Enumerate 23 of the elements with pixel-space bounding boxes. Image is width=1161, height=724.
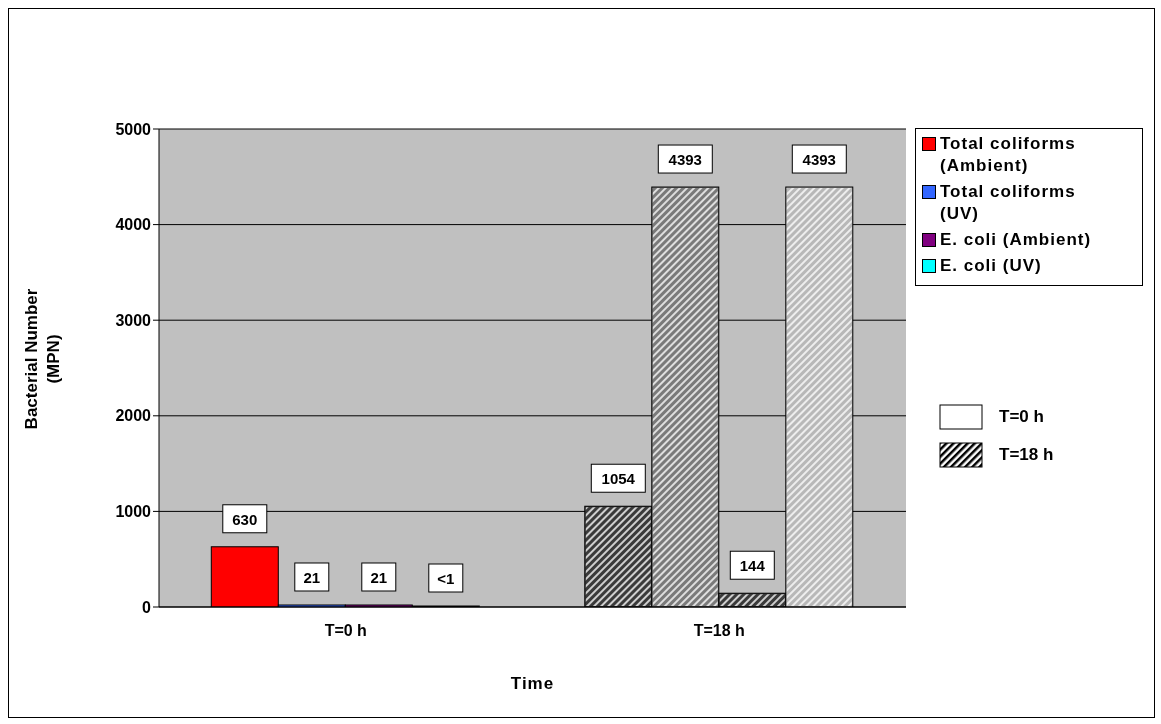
data-label: 144 <box>739 557 766 575</box>
data-label: 4393 <box>802 151 836 169</box>
data-label: 4393 <box>668 151 702 169</box>
y-tick-label: 2000 <box>115 407 152 425</box>
y-tick-label: 1000 <box>115 503 152 521</box>
y-axis-title: Bacterial Number (MPN) <box>22 288 63 430</box>
y-tick-label: 5000 <box>115 120 152 138</box>
data-label: <1 <box>437 570 455 587</box>
x-tick-label: T=0 h <box>324 622 367 640</box>
x-tick-label: T=18 h <box>693 622 745 640</box>
legend-label: Total coliforms (UV) <box>940 181 1077 225</box>
y-tick-label: 4000 <box>115 216 152 234</box>
y-tick-label: 0 <box>142 598 152 616</box>
legend-label: E. coli (UV) <box>940 255 1043 277</box>
pattern-key: T=0 h T=18 h <box>939 404 1054 480</box>
data-label: 21 <box>370 568 388 586</box>
y-tick-label: 3000 <box>115 311 152 329</box>
legend-label: Total coliforms (Ambient) <box>940 133 1077 177</box>
data-label: 21 <box>303 568 321 586</box>
data-label: 630 <box>232 510 258 528</box>
x-axis-title: Time <box>510 674 555 693</box>
data-label: 1054 <box>601 470 636 488</box>
legend-label: E. coli (Ambient) <box>940 229 1093 251</box>
